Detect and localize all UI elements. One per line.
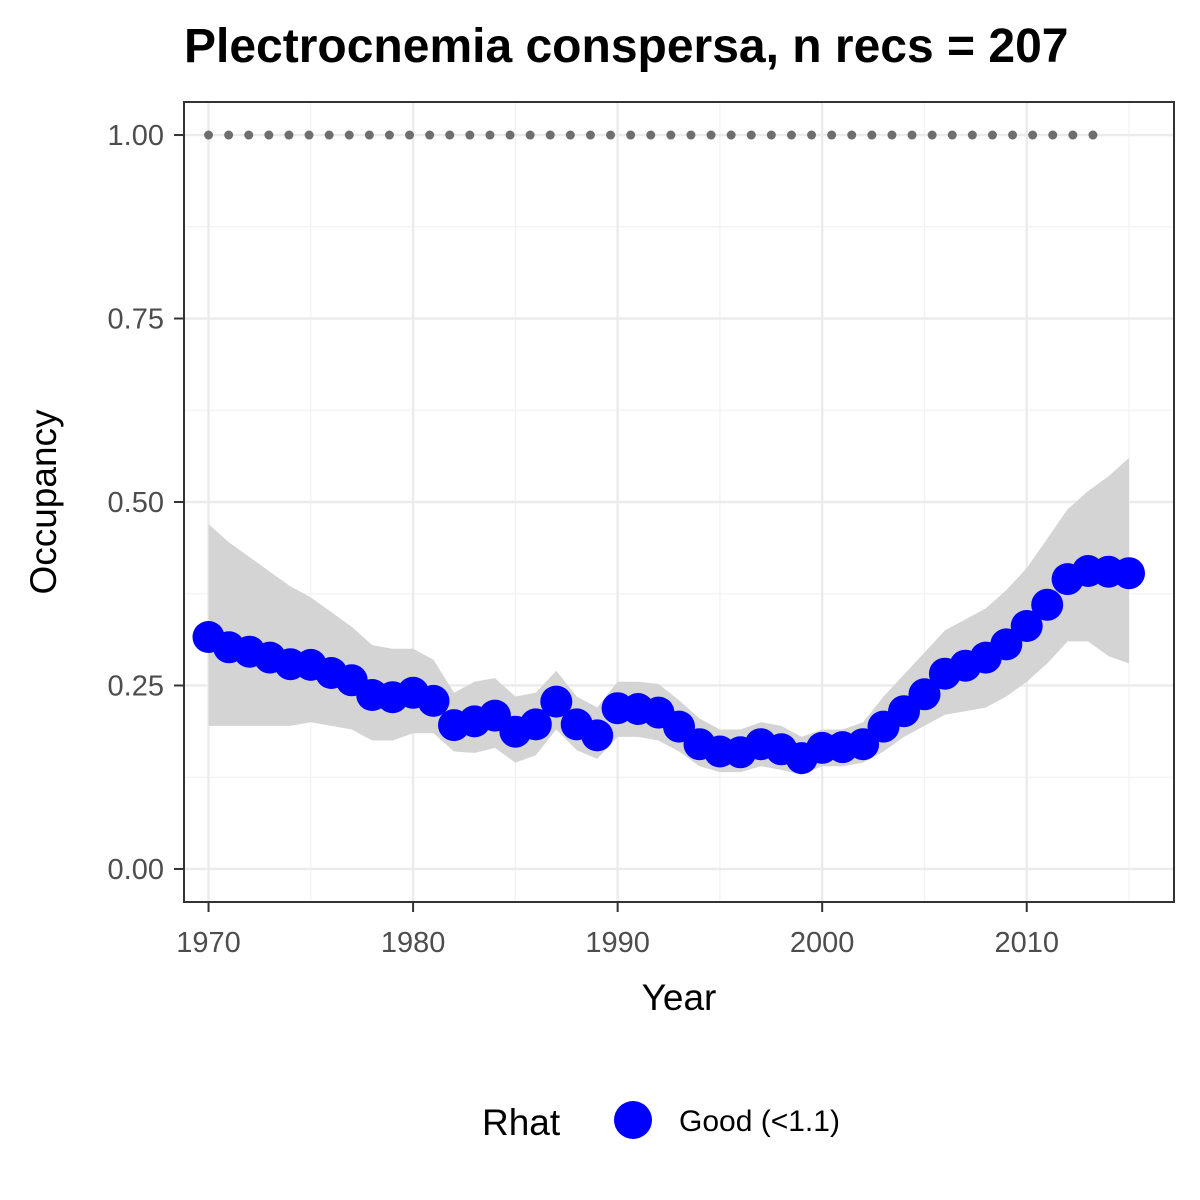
y-axis-title: Occupancy	[23, 409, 64, 595]
y-tick-label: 0.50	[108, 487, 164, 519]
x-axis-title: Year	[642, 977, 717, 1018]
legend: Rhat Good (<1.1)	[482, 1101, 840, 1143]
y-tick-label: 0.25	[108, 670, 164, 702]
legend-label-good: Good (<1.1)	[679, 1105, 840, 1138]
x-tick-label: 1970	[176, 927, 241, 959]
x-axis: 1970 1980 1990 2000 2010	[176, 902, 1059, 959]
legend-key-good	[614, 1101, 652, 1139]
x-tick-label: 2010	[994, 927, 1059, 959]
y-tick-label: 0.75	[108, 304, 164, 336]
data-point	[581, 719, 613, 751]
x-tick-label: 2000	[790, 927, 855, 959]
x-tick-label: 1980	[381, 927, 446, 959]
chart-title: Plectrocnemia conspersa, n recs = 207	[184, 20, 1068, 73]
y-tick-label: 1.00	[108, 120, 164, 152]
y-tick-label: 0.00	[108, 854, 164, 886]
y-axis: 0.00 0.25 0.50 0.75 1.00	[108, 120, 184, 886]
legend-title: Rhat	[482, 1102, 561, 1143]
data-point	[1113, 557, 1145, 589]
x-tick-label: 1990	[585, 927, 650, 959]
data-point	[1031, 589, 1063, 621]
